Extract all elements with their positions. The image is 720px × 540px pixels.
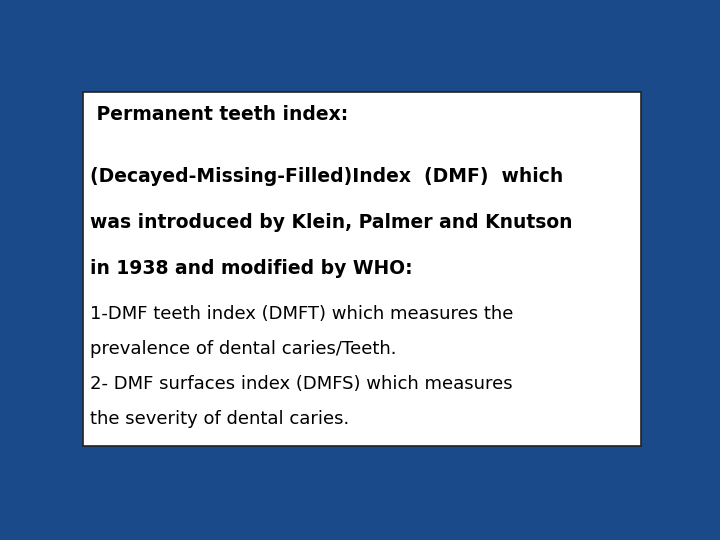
Text: 2- DMF surfaces index (DMFS) which measures: 2- DMF surfaces index (DMFS) which measu…	[90, 375, 513, 393]
Text: in 1938 and modified by WHO:: in 1938 and modified by WHO:	[90, 259, 413, 278]
Text: was introduced by Klein, Palmer and Knutson: was introduced by Klein, Palmer and Knut…	[90, 213, 572, 232]
FancyBboxPatch shape	[83, 92, 641, 445]
Text: prevalence of dental caries/Teeth.: prevalence of dental caries/Teeth.	[90, 340, 397, 358]
Text: Permanent teeth index:: Permanent teeth index:	[90, 105, 348, 124]
Text: the severity of dental caries.: the severity of dental caries.	[90, 410, 349, 428]
Text: 1-DMF teeth index (DMFT) which measures the: 1-DMF teeth index (DMFT) which measures …	[90, 305, 513, 323]
Text: (Decayed-Missing-Filled)Index  (DMF)  which: (Decayed-Missing-Filled)Index (DMF) whic…	[90, 167, 563, 186]
